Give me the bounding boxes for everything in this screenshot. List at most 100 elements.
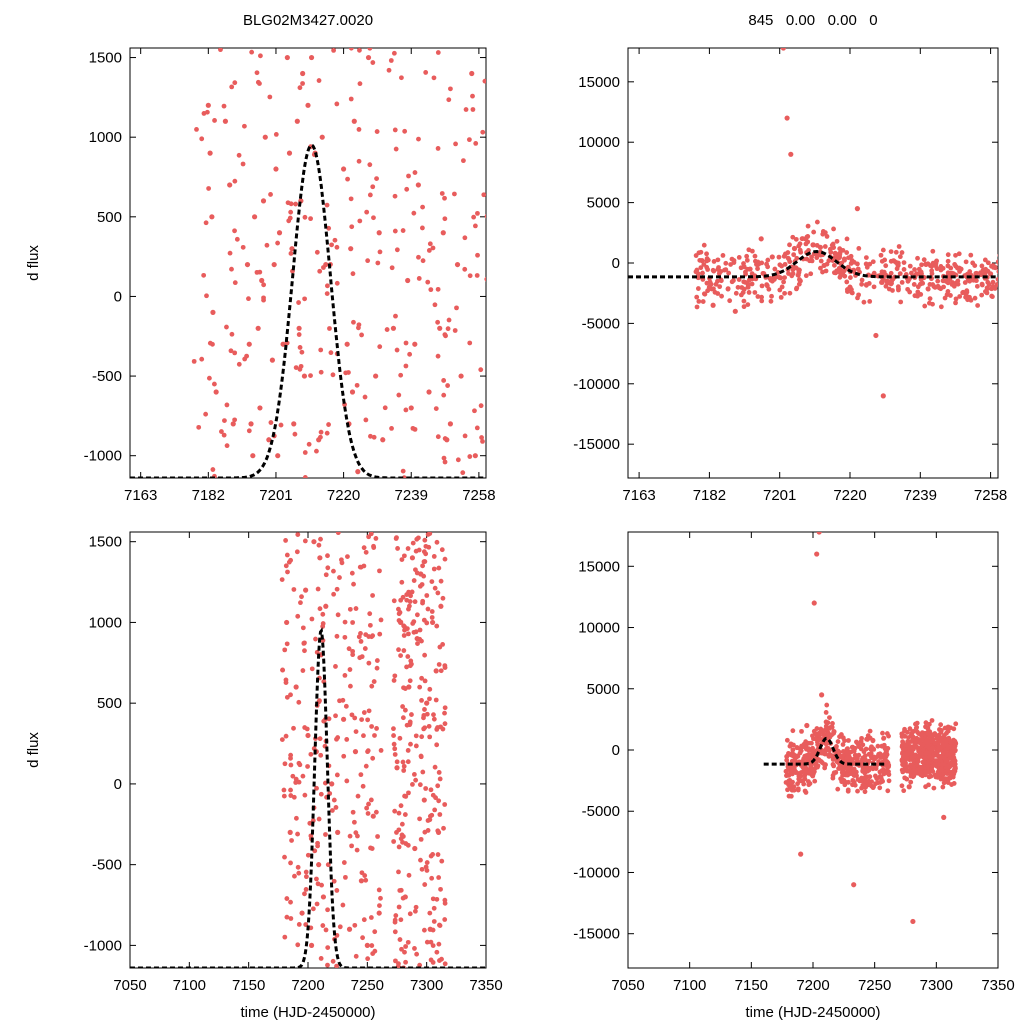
- panel-bottom-right-data-point: [901, 788, 907, 794]
- panel-bottom-left-data-point: [369, 943, 375, 948]
- panel-bottom-left-data-point: [347, 833, 353, 839]
- panel-top-right-data-point: [752, 290, 758, 295]
- panel-bottom-left-data-point: [291, 794, 297, 800]
- panel-top-left-data-point: [425, 279, 431, 285]
- panel-bottom-left-data-point: [402, 812, 408, 817]
- panel-top-left-data-point: [439, 191, 445, 196]
- panel-bottom-left-data-point: [402, 707, 408, 713]
- panel-bottom-left-data-point: [281, 793, 287, 799]
- panel-bottom-right-data-point: [909, 733, 915, 739]
- panel-bottom-right-data-point: [817, 732, 823, 738]
- panel-top-right-data-point: [769, 254, 775, 260]
- panel-bottom-left-data-point: [436, 770, 442, 775]
- panel-top-right-data-point: [915, 289, 921, 295]
- panel-top-left-data-point: [261, 297, 266, 303]
- panel-bottom-left-data-point: [335, 829, 341, 835]
- panel-bottom-left-data-point: [303, 887, 309, 892]
- panel-bottom-left-data-point: [392, 808, 398, 814]
- panel-top-left-data-point: [462, 235, 468, 241]
- panel-top-left-data-point: [441, 455, 447, 461]
- panel-top-right-data-point: [963, 259, 969, 265]
- panel-top-left-data-point: [224, 324, 229, 330]
- panel-top-left-data-point: [250, 453, 256, 459]
- panel-bottom-left-data-point: [392, 673, 398, 679]
- panel-top-left-data-point: [234, 236, 240, 242]
- panel-bottom-right-data-point: [919, 730, 925, 736]
- panel-bottom-left-data-point: [317, 606, 323, 612]
- panel-bottom-left-data-point: [341, 753, 347, 759]
- panel-bottom-left-data-point: [282, 761, 288, 767]
- panel-bottom-left-data-point: [428, 787, 434, 793]
- panel-bottom-right-data-point: [819, 692, 825, 698]
- panel-top-left-data-point: [463, 107, 469, 112]
- panel-top-left-data-point: [435, 434, 441, 440]
- panel-bottom-left-data-point: [360, 783, 366, 789]
- panel-bottom-left-plot-area: [130, 532, 486, 968]
- panel-bottom-left-ytick-label: 1000: [89, 614, 122, 631]
- panel-top-right-data-point: [803, 273, 809, 279]
- panel-top-right-data-point: [879, 269, 885, 275]
- panel-bottom-right-data-point: [851, 882, 857, 888]
- panel-bottom-right-data-point: [938, 735, 944, 741]
- panel-top-left-data-point: [326, 225, 332, 231]
- panel-bottom-left-data-point: [284, 619, 290, 626]
- panel-top-left-data-point: [370, 184, 376, 190]
- panel-top-left-data-point: [412, 341, 418, 347]
- panel-bottom-right-data-point: [938, 730, 944, 735]
- panel-bottom-left-data-point: [349, 843, 355, 849]
- panel-bottom-right-data-point: [800, 764, 806, 770]
- panel-bottom-right-data-point: [884, 731, 890, 736]
- panel-bottom-left-data-point: [412, 845, 418, 852]
- panel-bottom-left-data-point: [279, 737, 285, 743]
- panel-top-right-data-point: [926, 300, 932, 306]
- panel-bottom-right-data-point: [851, 746, 857, 752]
- panel-bottom-left-ytick-label: -1000: [84, 937, 122, 954]
- panel-bottom-left-data-point: [439, 858, 445, 864]
- panel-top-left-data-point: [454, 261, 461, 268]
- panel-top-right-data-point: [887, 279, 893, 285]
- panel-bottom-right-data-point: [786, 793, 792, 799]
- panel-top-left-data-point: [203, 411, 209, 417]
- panel-top-left-data-point: [278, 422, 284, 428]
- panel-bottom-left-data-point: [334, 586, 340, 592]
- panel-bottom-left-data-point: [431, 905, 437, 911]
- panel-bottom-left-data-point: [373, 809, 379, 815]
- panel-top-right-data-point: [990, 279, 996, 285]
- panel-top-left-data-point: [291, 421, 297, 427]
- panel-bottom-left-data-point: [398, 597, 404, 603]
- panel-bottom-left-data-point: [394, 765, 400, 771]
- panel-bottom-left-data-point: [363, 877, 369, 883]
- panel-top-left-data-point: [377, 344, 383, 350]
- panel-top-left-data-point: [287, 215, 293, 221]
- panel-top-left-data-point: [357, 81, 363, 87]
- panel-top-right-data-point: [979, 263, 985, 269]
- panel-top-left-data-point: [328, 350, 334, 356]
- panel-top-right-data-point: [907, 263, 913, 269]
- panel-top-left-data-point: [285, 200, 291, 206]
- panel-bottom-left-data-point: [409, 555, 416, 561]
- panel-bottom-left-data-point: [403, 959, 408, 965]
- panel-top-left-data-point: [259, 277, 265, 284]
- panel-bottom-right-data-point: [831, 770, 837, 776]
- panel-bottom-left-data-point: [370, 755, 376, 761]
- panel-bottom-right-data-point: [929, 718, 935, 723]
- panel-bottom-right-data-point: [881, 735, 887, 741]
- panel-bottom-left-data-point: [433, 697, 439, 703]
- panel-bottom-left-data-point: [285, 569, 290, 575]
- panel-top-right-data-point: [767, 276, 773, 281]
- panel-top-right-data-point: [927, 296, 933, 302]
- panel-top-left-data-point: [470, 107, 476, 112]
- panel-bottom-left-data-point: [355, 833, 360, 839]
- panel-bottom-left-data-point: [420, 600, 425, 606]
- panel-bottom-left-ytick-label: 500: [97, 695, 122, 712]
- panel-top-right-data-point: [1001, 279, 1006, 284]
- panel-top-right-data-point: [863, 261, 869, 267]
- panel-bottom-left-data-point: [320, 624, 326, 629]
- panel-bottom-left-data-point: [288, 899, 293, 905]
- panel-bottom-left-data-point: [331, 591, 337, 597]
- panel-bottom-left-data-point: [280, 667, 286, 673]
- panel-bottom-right-data-point: [806, 740, 812, 746]
- panel-top-left-data-point: [321, 265, 326, 270]
- panel-top-left-data-point: [248, 421, 254, 427]
- panel-top-right-data-point: [896, 286, 901, 292]
